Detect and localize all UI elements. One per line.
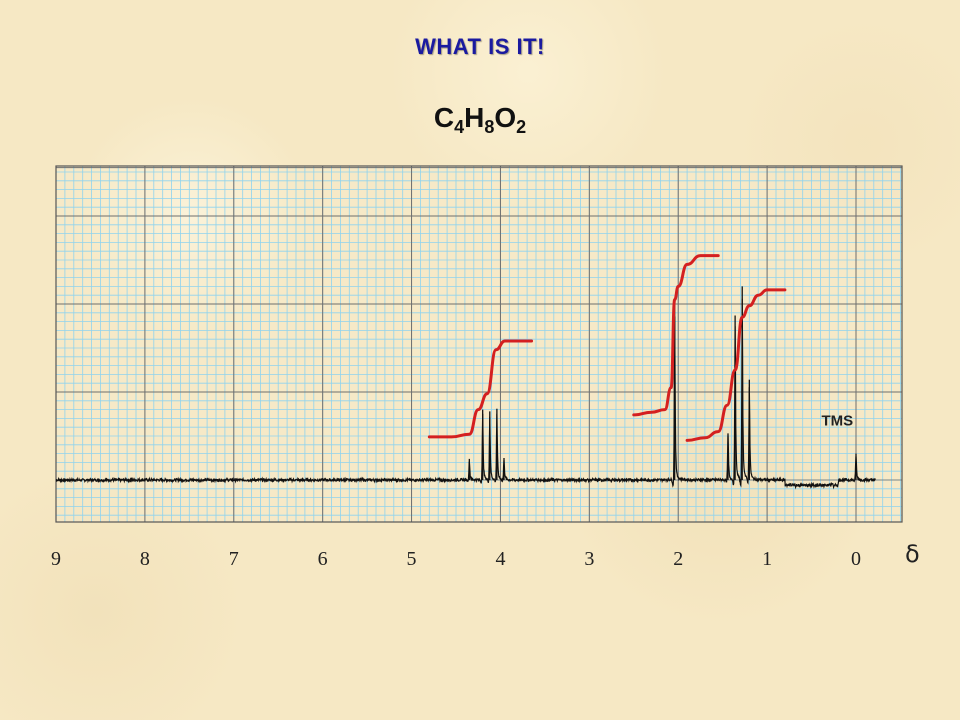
formula-element: H [464, 102, 485, 133]
plot-frame [55, 165, 903, 523]
x-tick-label: 1 [762, 548, 772, 570]
x-axis-label: δ [905, 540, 920, 568]
integral-curve [685, 288, 787, 442]
formula-subscript: 2 [516, 117, 527, 137]
tms-annotation: TMS [821, 412, 853, 429]
plot-area [56, 166, 902, 522]
integral-curve [427, 339, 534, 439]
x-tick-label: 5 [407, 548, 417, 570]
integral-curve [632, 254, 720, 417]
formula-subscript: 4 [454, 117, 465, 137]
x-tick-label: 2 [673, 548, 683, 570]
formula-subscript: 8 [484, 117, 495, 137]
x-tick-label: 3 [584, 548, 594, 570]
x-tick-label: 4 [495, 548, 505, 570]
x-tick-label: 7 [229, 548, 239, 570]
slide-title: WHAT IS IT! [415, 34, 545, 59]
formula-element: O [494, 102, 517, 133]
x-tick-label: 6 [318, 548, 328, 570]
x-tick-label: 9 [51, 548, 61, 570]
formula-element: C [433, 102, 455, 133]
spectrum-trace [55, 298, 876, 490]
molecular-formula: C4H8O2 [0, 102, 960, 137]
x-tick-label: 0 [851, 548, 861, 570]
x-tick-label: 8 [140, 548, 150, 570]
